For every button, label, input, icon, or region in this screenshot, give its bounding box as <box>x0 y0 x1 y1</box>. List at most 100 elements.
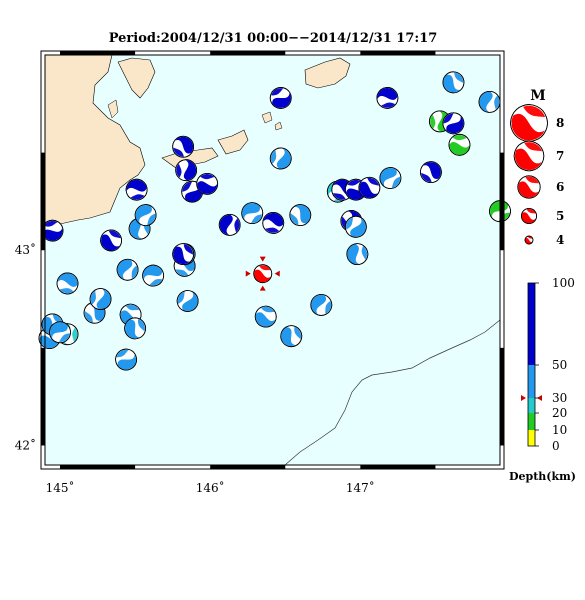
marker-arrow-right <box>274 270 280 277</box>
depth-bar-outline <box>527 282 536 447</box>
frame-segment <box>360 51 436 55</box>
focal-mechanism <box>269 87 292 109</box>
island-landmass-5 <box>304 57 351 89</box>
magnitude-legend-ball <box>517 175 541 199</box>
magnitude-legend-ball <box>513 140 545 172</box>
longitude-tick-labels: 145˚ 146˚ 147˚ <box>46 480 375 495</box>
focal-mechanism <box>262 212 285 234</box>
frame-segment <box>500 347 504 446</box>
focal-mechanism <box>379 167 402 189</box>
island-landmass-4 <box>274 121 283 131</box>
focal-mechanism <box>142 264 165 287</box>
magnitude-legend-ball <box>510 104 548 142</box>
focal-mechanism <box>116 258 139 281</box>
focal-mechanism <box>115 348 137 371</box>
magnitude-legend-label: 8 <box>556 116 564 130</box>
magnitude-legend-label: 6 <box>556 180 564 194</box>
longitude-tick-label: 147˚ <box>346 480 375 495</box>
magnitude-legend-label: 7 <box>556 149 564 163</box>
marker-arrow-top <box>259 256 266 262</box>
depth-marker-right <box>537 395 542 401</box>
trench-contour <box>284 319 501 466</box>
focal-mechanism <box>218 213 241 236</box>
focal-mechanism <box>125 178 148 201</box>
focal-mechanism <box>196 172 219 195</box>
main-event-beachball <box>253 264 273 284</box>
depth-scale-title: Depth(km) <box>509 470 576 483</box>
latitude-tick-label: 43˚ <box>15 242 36 257</box>
magnitude-legend-ball <box>524 235 534 245</box>
latitude-tick-label: 42˚ <box>15 437 36 452</box>
focal-mechanism <box>254 305 277 328</box>
island-landmass-2 <box>217 129 249 155</box>
frame-segment <box>60 465 136 469</box>
focal-mechanism <box>89 288 112 310</box>
small-islet <box>107 99 119 119</box>
focal-mechanism <box>478 90 501 113</box>
longitude-tick-label: 146˚ <box>196 480 225 495</box>
focal-mechanism <box>280 325 303 348</box>
depth-tick-label: 10 <box>552 423 567 437</box>
depth-tick-label: 30 <box>552 391 567 405</box>
depth-band <box>528 283 535 365</box>
ocean-area <box>45 55 500 465</box>
marker-arrow-left <box>245 270 251 277</box>
depth-band <box>528 430 535 446</box>
focal-mechanism <box>376 87 399 109</box>
focal-mechanism <box>181 180 204 203</box>
focal-mechanism <box>442 71 465 94</box>
focal-mechanism <box>172 135 195 158</box>
focal-mechanism <box>289 204 312 226</box>
map-title: Period:2004/12/31 00:00−−2014/12/31 17:1… <box>109 31 438 46</box>
depth-marker-left <box>521 395 526 401</box>
focal-mechanism <box>100 229 122 252</box>
magnitude-legend-label: 4 <box>556 233 564 247</box>
magnitude-legend-ball <box>521 208 537 224</box>
focal-mechanism <box>346 243 369 266</box>
frame-segment <box>60 51 136 55</box>
focal-mechanism <box>175 159 198 182</box>
magnitude-legend-items: 8 7 6 5 4 <box>510 104 564 247</box>
focal-mechanism <box>56 272 79 295</box>
focal-mechanism <box>176 290 199 312</box>
focal-mechanism <box>448 133 471 156</box>
focal-mechanism <box>172 243 195 266</box>
peninsula-landmass <box>117 57 156 99</box>
focal-mechanism <box>442 112 465 135</box>
focal-mechanism <box>344 215 367 238</box>
focal-mechanisms <box>38 71 511 371</box>
frame-segment <box>500 152 504 251</box>
focal-mechanism <box>134 204 157 226</box>
frame-segment <box>41 347 45 446</box>
land-group <box>44 54 351 229</box>
marker-arrow-bottom <box>259 285 266 291</box>
focal-mechanism <box>310 294 333 316</box>
magnitude-legend-label: 5 <box>556 209 564 223</box>
longitude-tick-label: 145˚ <box>46 480 75 495</box>
magnitude-legend-title: M <box>530 88 546 104</box>
latitude-tick-labels: 43˚ 42˚ <box>15 242 36 452</box>
depth-scale-bar <box>521 282 542 447</box>
frame-segment <box>41 152 45 251</box>
depth-tick-label: 20 <box>552 406 567 420</box>
magnitude-legend: M 8 7 6 5 4 <box>510 88 564 247</box>
hokkaido-landmass <box>44 54 146 229</box>
frame-segment <box>210 465 286 469</box>
focal-mechanism <box>269 147 292 170</box>
map-panel <box>38 54 511 466</box>
depth-tick-label: 50 <box>552 358 567 372</box>
depth-band <box>528 365 535 398</box>
depth-band <box>528 398 535 413</box>
island-landmass-3 <box>261 111 273 124</box>
focal-mechanism <box>49 321 71 344</box>
focal-mechanism <box>124 317 146 340</box>
frame-segment <box>210 51 286 55</box>
focal-mechanism <box>358 176 381 199</box>
depth-tick-label: 0 <box>552 439 560 453</box>
focal-mechanism <box>420 161 442 184</box>
focal-mechanism <box>241 202 264 225</box>
depth-band <box>528 413 535 430</box>
